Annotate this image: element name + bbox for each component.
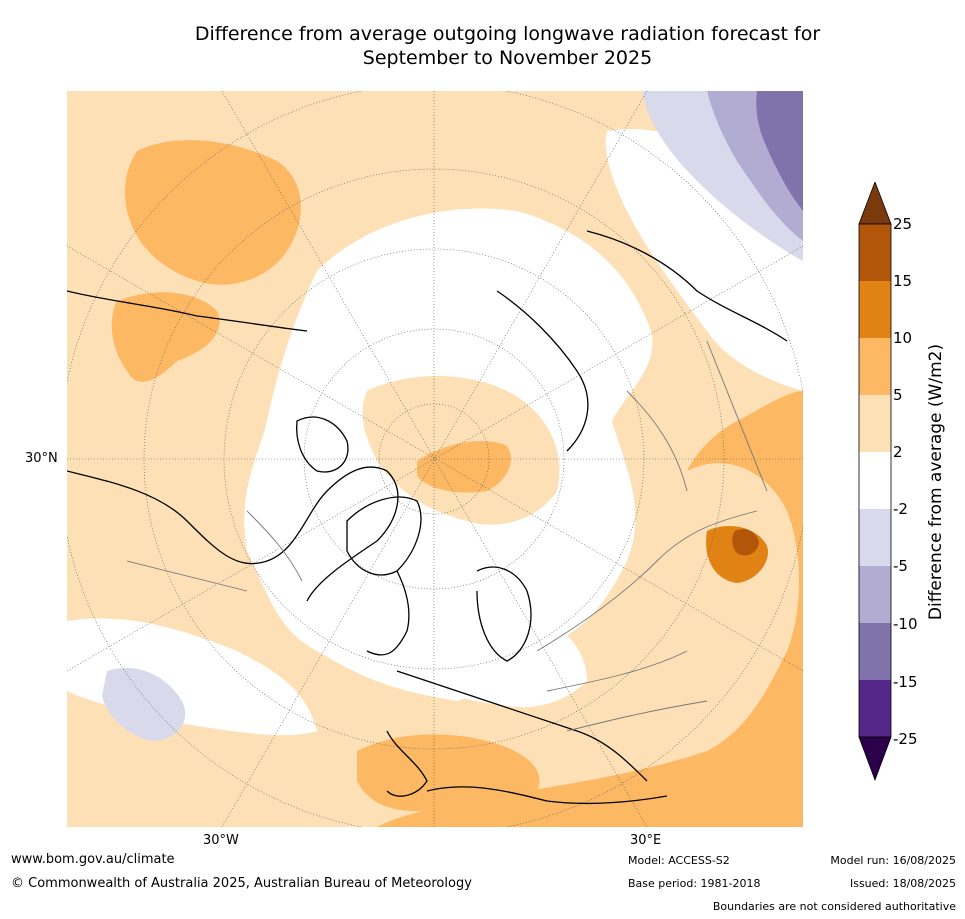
colorbar-bin-15-25 bbox=[859, 224, 891, 281]
neutral-region-europe bbox=[397, 596, 587, 708]
title-line-1: Difference from average outgoing longwav… bbox=[194, 23, 821, 45]
coast-north-america bbox=[67, 466, 399, 602]
coast-alaska bbox=[67, 290, 308, 332]
colorbar-tick-m15: -15 bbox=[893, 673, 918, 691]
colorbar-tick-m2: -2 bbox=[893, 500, 908, 518]
anomaly-5-10-mediterranean bbox=[357, 734, 540, 812]
coast-greenland-east bbox=[366, 570, 410, 656]
website-link[interactable]: www.bom.gov.au/climate bbox=[11, 852, 175, 867]
colorbar-label: Difference from average (W/m2) bbox=[926, 343, 946, 621]
lon-label-30e: 30°E bbox=[630, 833, 662, 848]
anomaly-m10-m15 bbox=[756, 91, 803, 211]
country-borders bbox=[126, 340, 768, 732]
coast-siberia bbox=[586, 230, 788, 342]
coast-europe bbox=[396, 670, 648, 782]
colorbar-bin-m10-m15 bbox=[859, 623, 891, 680]
base-period-text: Base period: 1981-2018 bbox=[628, 877, 761, 890]
colorbar bbox=[858, 182, 892, 782]
colorbar-bin-m15-m25 bbox=[859, 680, 891, 737]
colorbar-tick-m25: -25 bbox=[893, 730, 918, 748]
colorbar-tick-5: 5 bbox=[893, 386, 903, 404]
coast-iberia bbox=[386, 730, 428, 797]
colorbar-tick-m5: -5 bbox=[893, 557, 908, 575]
colorbar-bin-neutral bbox=[859, 452, 891, 509]
coastlines bbox=[67, 230, 788, 805]
colorbar-bin-m5-m10 bbox=[859, 566, 891, 623]
colorbar-tick-15: 15 bbox=[893, 272, 913, 290]
colorbar-tick-m10: -10 bbox=[893, 615, 918, 633]
colorbar-bin-2-5 bbox=[859, 395, 891, 452]
coast-siberia-north bbox=[496, 290, 589, 452]
coast-arctic-islands bbox=[296, 416, 349, 473]
issued-text: Issued: 18/08/2025 bbox=[849, 877, 956, 890]
coast-scandinavia bbox=[476, 566, 532, 662]
anomaly-5-10-eurasia bbox=[377, 391, 803, 827]
colorbar-bin-m2-m5 bbox=[859, 509, 891, 566]
coast-greenland bbox=[346, 496, 422, 576]
model-run-text: Model run: 16/08/2025 bbox=[830, 854, 956, 867]
copyright-text: © Commonwealth of Australia 2025, Austra… bbox=[11, 876, 472, 891]
lon-label-30w: 30°W bbox=[203, 833, 239, 848]
polar-map bbox=[67, 91, 803, 827]
colorbar-tick-2: 2 bbox=[893, 443, 903, 461]
model-text: Model: ACCESS-S2 bbox=[628, 854, 730, 867]
colorbar-extend-top bbox=[858, 182, 892, 225]
anomaly-m2-m5-west bbox=[102, 667, 186, 741]
colorbar-tick-25: 25 bbox=[893, 215, 913, 233]
colorbar-tick-10: 10 bbox=[893, 329, 913, 347]
coast-mediterranean bbox=[426, 786, 668, 805]
colorbar-bin-10-15 bbox=[859, 281, 891, 338]
colorbar-bin-5-10 bbox=[859, 338, 891, 395]
anomaly-5-10-atlantic bbox=[125, 140, 301, 285]
colorbar-extend-bottom bbox=[858, 736, 892, 782]
graticule bbox=[67, 91, 803, 827]
lat-label-30n: 30°N bbox=[25, 451, 58, 466]
arctic-orange-core bbox=[417, 441, 511, 493]
anomaly-15-25 bbox=[732, 529, 759, 556]
title-line-2: September to November 2025 bbox=[362, 47, 653, 69]
disclaimer-text: Boundaries are not considered authoritat… bbox=[712, 900, 956, 913]
map-title: Difference from average outgoing longwav… bbox=[110, 22, 905, 70]
